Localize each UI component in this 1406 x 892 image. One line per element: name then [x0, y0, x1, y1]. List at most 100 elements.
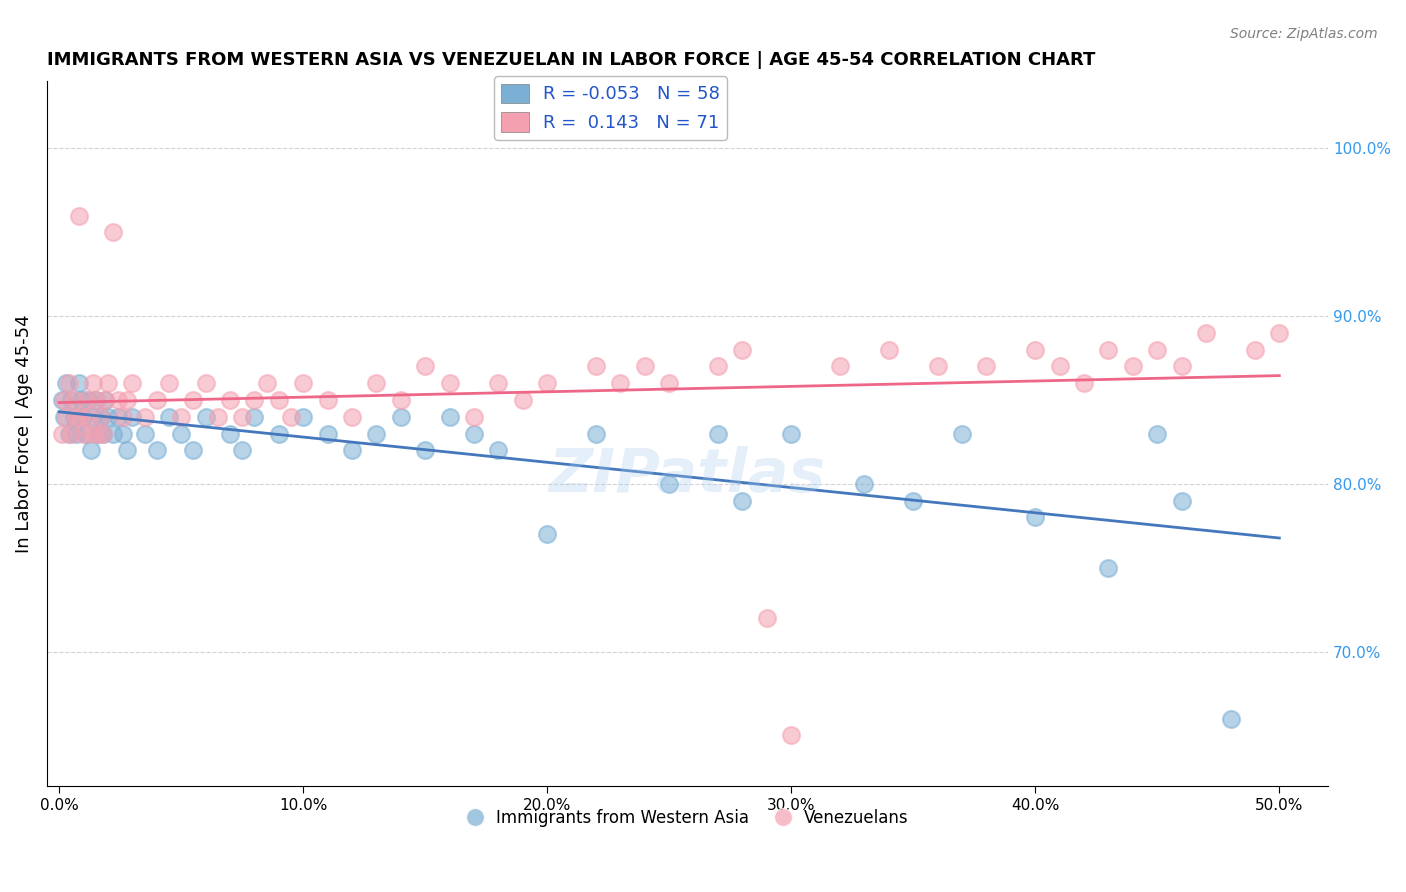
Point	[707, 359, 730, 374]
Point	[52, 409, 75, 424]
Point	[194, 376, 217, 391]
Point	[72, 409, 94, 424]
Point	[1024, 343, 1046, 357]
Point	[1195, 326, 1218, 340]
Point	[731, 493, 754, 508]
Point	[292, 409, 315, 424]
Point	[1097, 343, 1119, 357]
Point	[70, 409, 93, 424]
Point	[157, 376, 180, 391]
Point	[145, 443, 167, 458]
Point	[121, 376, 143, 391]
Point	[316, 392, 339, 407]
Point	[62, 392, 84, 407]
Point	[243, 409, 266, 424]
Point	[340, 409, 363, 424]
Point	[755, 611, 778, 625]
Point	[55, 409, 77, 424]
Point	[1097, 560, 1119, 574]
Point	[117, 443, 139, 458]
Point	[877, 343, 900, 357]
Point	[134, 409, 156, 424]
Point	[181, 392, 204, 407]
Point	[536, 376, 558, 391]
Point	[780, 426, 803, 441]
Point	[413, 359, 436, 374]
Point	[170, 426, 193, 441]
Point	[77, 392, 100, 407]
Point	[1024, 510, 1046, 524]
Point	[75, 392, 97, 407]
Point	[389, 409, 412, 424]
Point	[658, 376, 681, 391]
Point	[231, 443, 253, 458]
Point	[828, 359, 851, 374]
Point	[58, 426, 80, 441]
Point	[1244, 343, 1267, 357]
Point	[267, 426, 290, 441]
Point	[157, 409, 180, 424]
Text: IMMIGRANTS FROM WESTERN ASIA VS VENEZUELAN IN LABOR FORCE | AGE 45-54 CORRELATIO: IMMIGRANTS FROM WESTERN ASIA VS VENEZUEL…	[46, 51, 1095, 69]
Point	[94, 392, 117, 407]
Text: ZIPatlas: ZIPatlas	[548, 446, 827, 506]
Point	[731, 343, 754, 357]
Point	[60, 392, 83, 407]
Point	[1049, 359, 1071, 374]
Point	[58, 376, 80, 391]
Point	[256, 376, 278, 391]
Point	[52, 392, 75, 407]
Point	[91, 426, 114, 441]
Point	[181, 443, 204, 458]
Point	[117, 392, 139, 407]
Point	[170, 409, 193, 424]
Point	[65, 409, 87, 424]
Point	[853, 476, 876, 491]
Point	[97, 409, 120, 424]
Point	[316, 426, 339, 441]
Point	[70, 392, 93, 407]
Point	[60, 426, 83, 441]
Point	[366, 376, 388, 391]
Point	[292, 376, 315, 391]
Point	[707, 426, 730, 441]
Point	[439, 409, 461, 424]
Point	[62, 409, 84, 424]
Point	[486, 376, 509, 391]
Point	[94, 392, 117, 407]
Point	[1122, 359, 1144, 374]
Point	[82, 409, 104, 424]
Point	[82, 376, 104, 391]
Point	[84, 392, 107, 407]
Point	[267, 392, 290, 407]
Point	[67, 209, 90, 223]
Point	[75, 426, 97, 441]
Point	[950, 426, 973, 441]
Point	[463, 409, 485, 424]
Point	[90, 409, 112, 424]
Point	[111, 409, 134, 424]
Point	[340, 443, 363, 458]
Point	[219, 426, 242, 441]
Point	[77, 409, 100, 424]
Point	[107, 409, 129, 424]
Point	[84, 392, 107, 407]
Point	[145, 392, 167, 407]
Point	[231, 409, 253, 424]
Point	[1146, 426, 1168, 441]
Point	[121, 409, 143, 424]
Point	[111, 426, 134, 441]
Point	[439, 376, 461, 391]
Point	[219, 392, 242, 407]
Point	[486, 443, 509, 458]
Point	[101, 426, 124, 441]
Point	[207, 409, 229, 424]
Point	[903, 493, 925, 508]
Point	[1268, 326, 1291, 340]
Point	[134, 426, 156, 441]
Point	[927, 359, 949, 374]
Point	[97, 376, 120, 391]
Point	[658, 476, 681, 491]
Point	[72, 426, 94, 441]
Legend: Immigrants from Western Asia, Venezuelans: Immigrants from Western Asia, Venezuelan…	[460, 803, 915, 834]
Point	[101, 225, 124, 239]
